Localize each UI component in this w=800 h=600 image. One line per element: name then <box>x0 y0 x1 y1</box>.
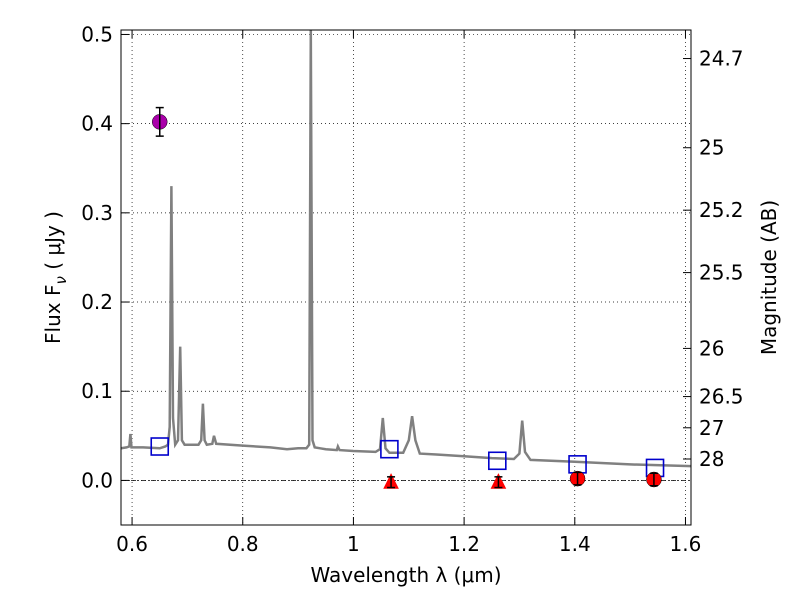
y-tick-label: 0.4 <box>81 112 113 136</box>
x-tick-label: 0.6 <box>116 532 148 556</box>
y2-tick-label: 26 <box>699 336 724 360</box>
x-tick-label: 0.8 <box>227 532 259 556</box>
error-bar <box>573 471 582 486</box>
model-photometry-square <box>380 439 399 459</box>
y2-tick-label: 25.2 <box>699 198 744 222</box>
x-tick-label: 1.2 <box>448 532 480 556</box>
y2-tick-label: 24.7 <box>699 47 744 71</box>
y-tick-label: 0.0 <box>81 468 113 492</box>
y-tick-label: 0.3 <box>81 201 113 225</box>
x-tick-label: 1.6 <box>670 532 702 556</box>
x-axis-label: Wavelength λ (μm) <box>310 563 501 587</box>
model-photometry-square <box>568 455 587 474</box>
model-photometry-square <box>488 451 507 471</box>
y-tick-label: 0.1 <box>81 379 113 403</box>
x-tick-label: 1 <box>347 532 360 556</box>
error-bar <box>649 472 658 487</box>
error-bar <box>155 106 164 137</box>
y2-tick-label: 26.5 <box>699 385 744 409</box>
y2-tick-label: 25.5 <box>699 261 744 285</box>
axes-frame <box>120 29 692 526</box>
model-photometry-square <box>150 437 170 456</box>
y-tick-label: 0.2 <box>81 290 113 314</box>
axis-ticks: 0.6 0.8 1 1.2 1.4 1.6 0.0 0.1 0.2 0.3 0.4 0.5 24.7 25… <box>81 22 743 556</box>
y-axis-label-main: Flux F <box>41 285 65 344</box>
y2-tick-label: 25 <box>699 136 724 160</box>
error-bar <box>494 476 503 489</box>
y-axis-label-subscript: ν <box>52 276 70 284</box>
y2-tick-label: 27 <box>699 416 724 440</box>
y2-tick-label: 28 <box>699 447 724 471</box>
plot-area <box>121 30 691 489</box>
y-axis-label: Flux Fν ( μJy ) <box>41 211 70 344</box>
grid-lines <box>121 30 691 525</box>
error-bar <box>387 476 396 489</box>
y-tick-label: 0.5 <box>81 22 113 46</box>
y-axis-label-unit: ( μJy ) <box>41 211 65 276</box>
model-spectrum-line <box>121 30 691 468</box>
y2-axis-label: Magnitude (AB) <box>757 200 781 355</box>
x-tick-label: 1.4 <box>559 532 591 556</box>
